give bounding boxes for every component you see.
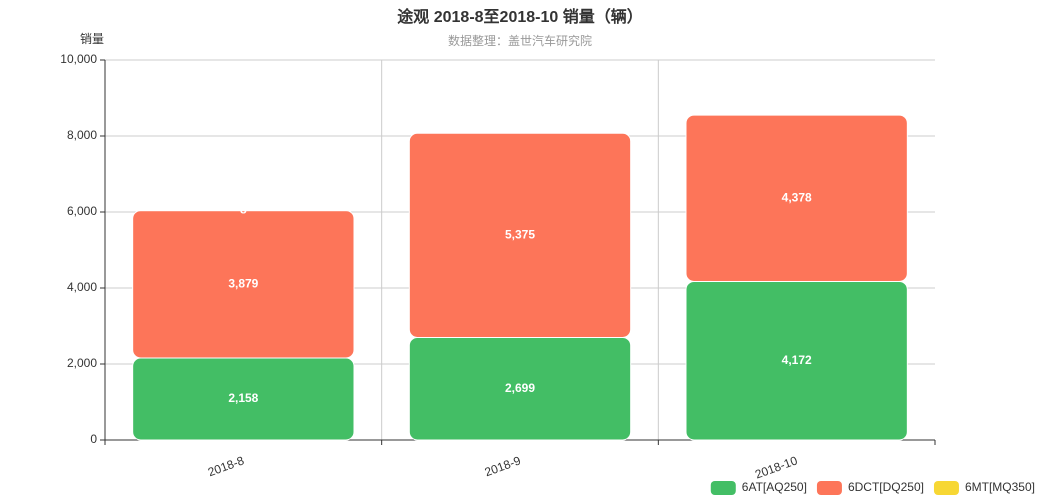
x-tick-label: 2018-8 bbox=[206, 453, 246, 479]
y-tick-label: 8,000 bbox=[67, 128, 97, 142]
data-label: 2,699 bbox=[505, 381, 535, 395]
y-tick-label: 6,000 bbox=[67, 204, 97, 218]
data-label: 5,375 bbox=[505, 227, 535, 241]
legend-label: 6DCT[DQ250] bbox=[848, 480, 924, 494]
data-label: 4,378 bbox=[782, 190, 812, 204]
legend-label: 6AT[AQ250] bbox=[742, 480, 807, 494]
x-tick-label: 2018-9 bbox=[483, 453, 523, 479]
data-label: 3,879 bbox=[228, 276, 258, 290]
y-axis-label: 销量 bbox=[80, 32, 104, 46]
data-label: 4,172 bbox=[782, 353, 812, 367]
y-tick-label: 4,000 bbox=[67, 280, 97, 294]
y-tick-label: 0 bbox=[90, 432, 97, 446]
legend-swatch bbox=[933, 481, 959, 495]
legend-swatch bbox=[816, 481, 842, 495]
chart-subtitle: 数据整理：盖世汽车研究院 bbox=[448, 33, 592, 48]
y-tick-label: 2,000 bbox=[67, 356, 97, 370]
bar-segment bbox=[685, 114, 908, 282]
legend-swatch bbox=[710, 481, 736, 495]
bar-segment bbox=[408, 132, 632, 338]
x-tick-label: 2018-10 bbox=[753, 453, 799, 481]
data-label: 2,158 bbox=[228, 391, 258, 405]
chart-title: 途观 2018-8至2018-10 销量（辆） bbox=[397, 7, 642, 26]
y-tick-label: 10,000 bbox=[60, 52, 97, 66]
data-label: 8 bbox=[240, 202, 247, 216]
legend-label: 6MT[MQ350] bbox=[965, 480, 1035, 494]
